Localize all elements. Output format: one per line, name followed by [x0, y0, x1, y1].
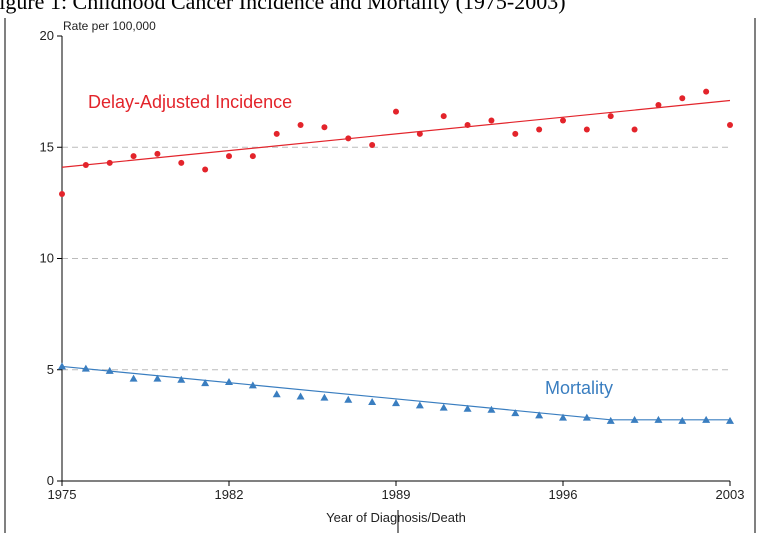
- y-tick-label: 20: [40, 28, 54, 43]
- x-tick-label: 1975: [48, 487, 77, 502]
- data-point: [130, 153, 137, 160]
- data-point: [607, 113, 614, 120]
- data-point: [726, 416, 734, 424]
- data-point: [679, 95, 686, 102]
- data-point: [201, 379, 210, 387]
- data-point: [58, 362, 66, 370]
- data-point: [464, 122, 471, 128]
- data-point: [583, 126, 590, 133]
- data-point: [727, 122, 733, 128]
- data-point: [415, 401, 424, 409]
- data-point: [678, 416, 687, 424]
- data-point: [296, 392, 305, 400]
- data-point: [321, 124, 328, 131]
- data-point: [226, 153, 232, 160]
- data-point: [488, 117, 495, 124]
- data-point: [320, 393, 329, 401]
- data-point: [631, 126, 638, 133]
- data-point: [368, 398, 377, 406]
- data-point: [129, 374, 138, 382]
- data-point: [582, 413, 591, 421]
- data-point: [559, 413, 567, 421]
- y-tick-label: 15: [40, 139, 54, 154]
- x-tick-label: 1996: [549, 487, 578, 502]
- data-point: [177, 375, 186, 383]
- data-point: [344, 395, 353, 403]
- y-tick-label: 0: [47, 473, 54, 488]
- data-point: [153, 374, 162, 382]
- data-point: [59, 190, 65, 197]
- data-point: [440, 113, 447, 120]
- series-label: Mortality: [545, 378, 613, 398]
- data-point: [105, 366, 114, 374]
- data-point: [106, 159, 113, 166]
- series-label: Delay-Adjusted Incidence: [88, 92, 292, 112]
- data-point: [202, 166, 209, 173]
- data-point: [487, 405, 496, 413]
- data-point: [249, 153, 256, 160]
- chart-title: Figure 1: Childhood Cancer Incidence and…: [0, 0, 566, 14]
- data-point: [511, 409, 520, 417]
- data-point: [272, 390, 281, 398]
- data-point: [512, 130, 519, 137]
- data-point: [82, 162, 89, 169]
- data-point: [393, 108, 399, 115]
- data-point: [535, 411, 544, 419]
- data-point: [654, 415, 663, 423]
- data-point: [463, 404, 472, 412]
- data-point: [297, 122, 304, 128]
- y-tick-label: 5: [47, 362, 54, 377]
- data-point: [439, 403, 448, 411]
- data-point: [369, 142, 376, 149]
- trend-line: [61, 99, 731, 168]
- data-point: [416, 130, 423, 137]
- data-point: [248, 381, 257, 389]
- x-tick-label: 1982: [215, 487, 244, 502]
- data-point: [703, 88, 710, 95]
- data-point: [154, 150, 161, 157]
- y-tick-label: 10: [40, 251, 54, 266]
- data-point: [702, 415, 711, 423]
- data-point: [560, 117, 566, 124]
- y-axis-label: Rate per 100,000: [63, 19, 156, 33]
- data-point: [225, 377, 233, 385]
- data-point: [178, 159, 185, 166]
- x-tick-label: 1989: [382, 487, 411, 502]
- data-point: [345, 135, 352, 142]
- x-axis-label: Year of Diagnosis/Death: [326, 510, 466, 525]
- x-tick-label: 2003: [716, 487, 745, 502]
- data-point: [273, 130, 280, 137]
- data-point: [536, 126, 543, 133]
- data-point: [606, 416, 615, 424]
- data-point: [655, 101, 662, 108]
- data-point: [630, 415, 639, 423]
- data-point: [81, 364, 90, 372]
- data-point: [392, 399, 400, 407]
